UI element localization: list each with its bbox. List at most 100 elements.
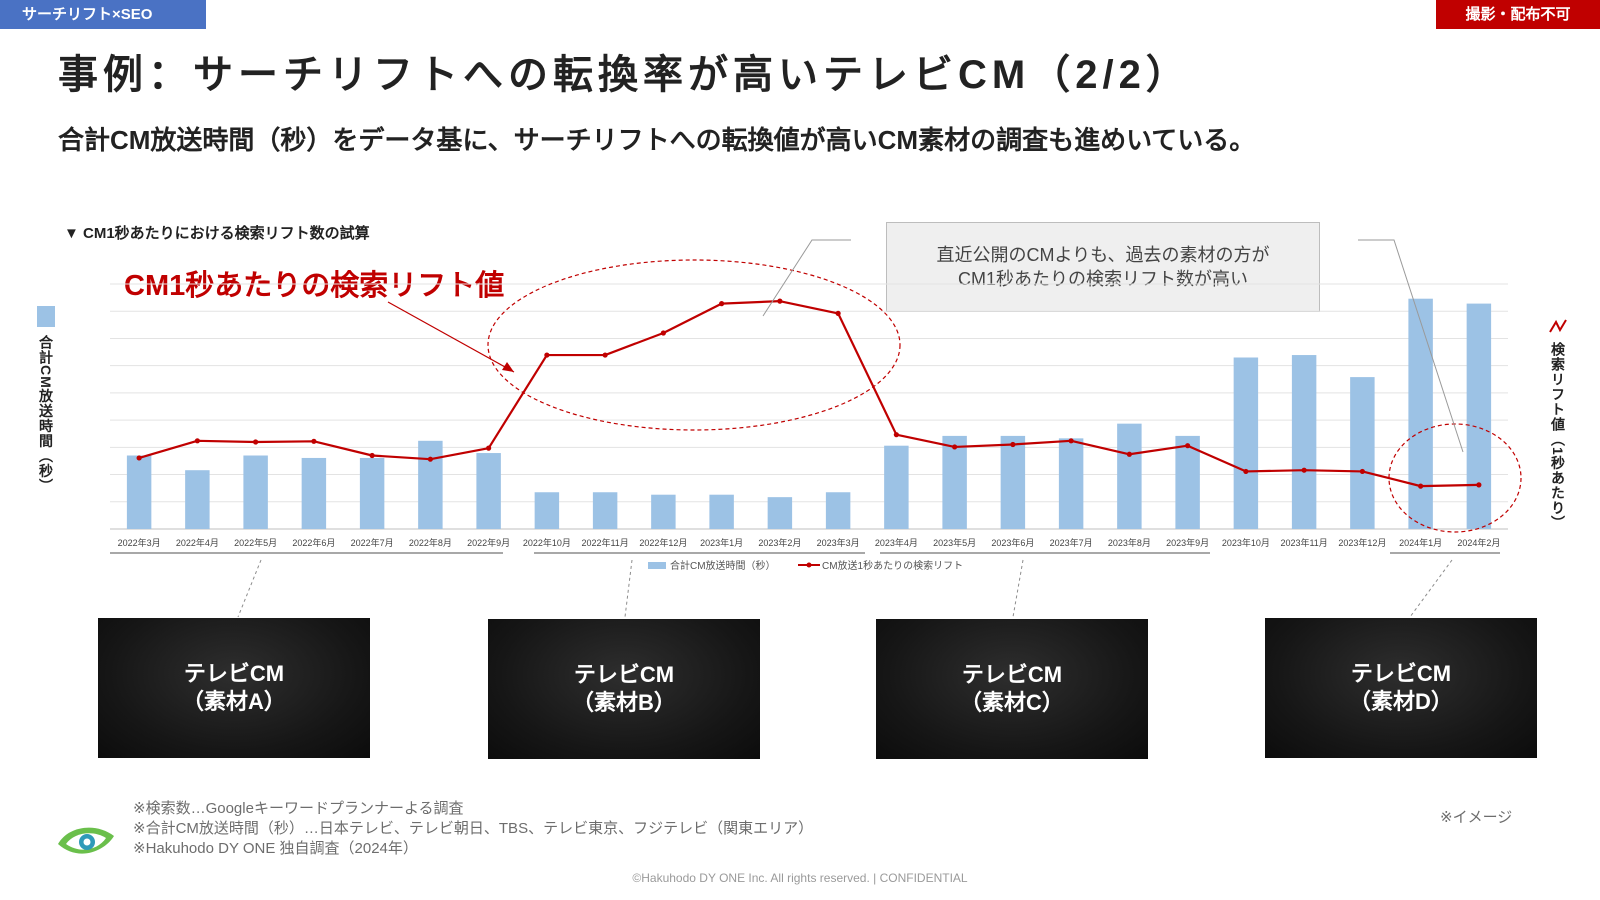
cm-card-a[interactable]: テレビCM （素材A） <box>98 618 370 758</box>
x-tick-label: 2023年11月 <box>1280 537 1327 548</box>
page-title: 事例：サーチリフトへの転換率が高いテレビCM（2/2） <box>58 53 1191 97</box>
page-subtitle: 合計CM放送時間（秒）をデータ基に、サーチリフトへの転換値が高いCM素材の調査も… <box>58 125 1256 155</box>
chart-bar <box>534 492 560 529</box>
image-note: ※イメージ <box>1440 809 1513 826</box>
chart-line-point <box>544 352 550 358</box>
x-tick-label: 2023年4月 <box>875 537 918 548</box>
chart-bar <box>1291 355 1317 529</box>
chart-line-point <box>602 352 608 358</box>
legend-line-marker <box>806 562 812 568</box>
chart-bar <box>476 453 501 529</box>
chart-line-point <box>777 298 783 304</box>
chart-line-point <box>1359 468 1365 475</box>
x-tick-label: 2022年8月 <box>409 537 452 548</box>
x-tick-label: 2023年6月 <box>991 537 1034 548</box>
chart-bar <box>1000 435 1026 529</box>
chart-line-point <box>660 330 666 336</box>
x-tick-label: 2022年5月 <box>234 537 277 548</box>
red-callout-label: CM1秒あたりの検索リフト値 <box>124 270 505 302</box>
chart-line-point <box>1010 441 1016 448</box>
chart-line-point <box>194 438 200 444</box>
chart-bar <box>767 497 793 529</box>
cm-card-subtitle: （素材B） <box>572 690 676 715</box>
chart-bar <box>1466 303 1492 529</box>
chart-bar <box>1233 357 1259 529</box>
chart-bar <box>651 494 676 529</box>
x-tick-label: 2023年7月 <box>1050 537 1093 548</box>
cm-card-subtitle: （素材D） <box>1349 689 1453 714</box>
chart-line-point <box>1185 443 1191 449</box>
chart-bar <box>1408 298 1433 529</box>
chart-bar <box>126 455 152 529</box>
highlight-ellipse-peak <box>487 259 901 431</box>
note-line-1: 直近公開のCMよりも、過去の素材の方が <box>936 245 1270 265</box>
line-swatch-icon <box>1549 319 1567 333</box>
chart-line-point <box>1243 468 1249 475</box>
chart-line-point <box>486 445 492 451</box>
chart-bar <box>825 492 851 529</box>
x-tick-label: 2022年7月 <box>351 537 394 548</box>
cm-card-title: テレビCM <box>183 661 285 686</box>
chart-line-point <box>136 455 142 461</box>
chart-bar <box>942 435 967 529</box>
left-axis-text: 合計CM放送時間（秒） <box>38 335 54 494</box>
chart-bar <box>709 494 734 529</box>
chart-line-point <box>1476 482 1482 488</box>
chart-line-series <box>138 300 1479 488</box>
cm-card-title: テレビCM <box>1350 661 1452 686</box>
x-tick-label: 2024年1月 <box>1399 537 1442 548</box>
x-tick-label: 2024年2月 <box>1457 537 1500 548</box>
chart-line-point <box>952 444 958 450</box>
cm-card-title: テレビCM <box>573 662 675 687</box>
x-tick-label: 2023年2月 <box>758 537 801 548</box>
chart-line-point <box>1068 438 1074 444</box>
chart-bar <box>884 445 909 529</box>
chart-line-point <box>253 439 259 445</box>
cm-card-subtitle: （素材C） <box>960 690 1064 715</box>
chart-bar <box>418 440 443 529</box>
note-pointer-left <box>762 239 851 317</box>
card-connector-d <box>1409 559 1453 618</box>
cm-card-b[interactable]: テレビCM （素材B） <box>488 619 760 759</box>
chart-line-point <box>1418 483 1424 489</box>
copyright: ©Hakuhodo DY ONE Inc. All rights reserve… <box>632 871 968 885</box>
card-connector-a <box>237 559 262 618</box>
note-box: 直近公開のCMよりも、過去の素材の方が CM1秒あたりの検索リフト数が高い <box>886 222 1320 312</box>
footnote-3: ※Hakuhodo DY ONE 独自調査（2024年） <box>133 840 418 857</box>
chart-bar <box>301 457 327 529</box>
x-tick-label: 2023年12月 <box>1338 537 1386 548</box>
x-tick-label: 2022年9月 <box>467 537 510 548</box>
x-tick-label: 2022年11月 <box>581 537 628 548</box>
cm-card-c[interactable]: テレビCM （素材C） <box>876 619 1148 759</box>
chart-line-point <box>1126 451 1132 457</box>
footnotes: ※検索数…Googleキーワードプランナーよる調査 ※合計CM放送時間（秒）…日… <box>133 799 813 859</box>
chart-bar <box>185 470 210 529</box>
note-pointer-right <box>1358 239 1464 453</box>
chart-line-point <box>893 432 899 438</box>
x-tick-label: 2023年1月 <box>700 537 743 548</box>
chart-bar <box>1350 377 1375 529</box>
chart-bar <box>1175 435 1200 529</box>
bar-swatch-icon <box>37 306 55 327</box>
x-tick-label: 2022年3月 <box>118 537 161 548</box>
chart-heading: ▼ CM1秒あたりにおける検索リフト数の試算 <box>64 225 370 242</box>
cm-card-subtitle: （素材A） <box>182 689 286 714</box>
chart-bar <box>1058 438 1084 529</box>
chart-bar <box>243 455 268 529</box>
x-tick-label: 2023年5月 <box>933 537 976 548</box>
cm-card-d[interactable]: テレビCM （素材D） <box>1265 618 1537 758</box>
category-tag: サーチリフト×SEO <box>0 0 206 29</box>
card-connector-b <box>624 559 633 618</box>
card-connector-c <box>1012 559 1024 618</box>
legend-bar-swatch <box>648 562 666 569</box>
chart-bar <box>359 457 385 529</box>
chart-bar <box>1117 423 1142 529</box>
legend-bar-label: 合計CM放送時間（秒） <box>670 559 776 572</box>
x-tick-label: 2023年10月 <box>1222 537 1270 548</box>
callout-arrow-head-icon <box>502 362 514 372</box>
chart-line-point <box>311 438 317 444</box>
x-tick-label: 2023年8月 <box>1108 537 1151 548</box>
chart-line-point <box>1301 467 1307 473</box>
chart-line-point <box>427 456 433 462</box>
